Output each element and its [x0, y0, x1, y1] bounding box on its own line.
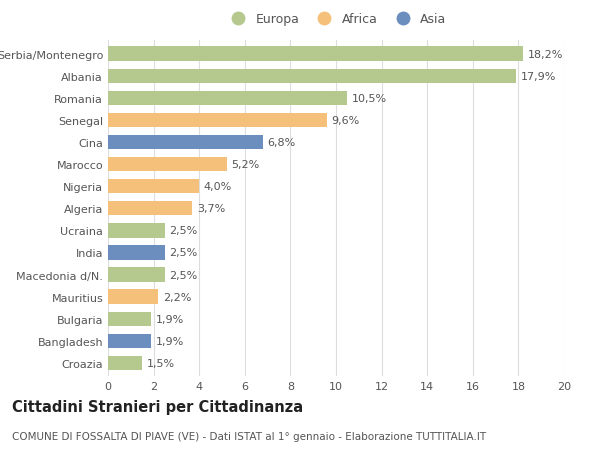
Bar	[108, 246, 165, 260]
Text: 6,8%: 6,8%	[268, 138, 296, 148]
Bar	[108, 113, 327, 128]
Bar	[108, 268, 165, 282]
Bar	[108, 135, 263, 150]
Text: 1,9%: 1,9%	[156, 336, 184, 346]
Text: 4,0%: 4,0%	[204, 182, 232, 192]
Text: 17,9%: 17,9%	[521, 72, 556, 82]
Bar	[108, 224, 165, 238]
Text: 2,5%: 2,5%	[170, 226, 198, 236]
Text: 10,5%: 10,5%	[352, 94, 387, 104]
Bar	[108, 312, 151, 326]
Text: 9,6%: 9,6%	[331, 116, 359, 126]
Bar	[108, 202, 193, 216]
Text: 5,2%: 5,2%	[231, 160, 259, 170]
Bar	[108, 47, 523, 62]
Bar	[108, 91, 347, 106]
Text: 2,5%: 2,5%	[170, 248, 198, 258]
Text: COMUNE DI FOSSALTA DI PIAVE (VE) - Dati ISTAT al 1° gennaio - Elaborazione TUTTI: COMUNE DI FOSSALTA DI PIAVE (VE) - Dati …	[12, 431, 486, 442]
Text: 2,2%: 2,2%	[163, 292, 191, 302]
Text: 18,2%: 18,2%	[527, 50, 563, 60]
Text: 1,9%: 1,9%	[156, 314, 184, 324]
Text: 1,5%: 1,5%	[147, 358, 175, 368]
Bar	[108, 356, 142, 370]
Bar	[108, 334, 151, 348]
Text: 3,7%: 3,7%	[197, 204, 225, 214]
Bar	[108, 179, 199, 194]
Text: 2,5%: 2,5%	[170, 270, 198, 280]
Bar	[108, 69, 516, 84]
Legend: Europa, Africa, Asia: Europa, Africa, Asia	[223, 11, 449, 28]
Bar	[108, 290, 158, 304]
Bar	[108, 157, 227, 172]
Text: Cittadini Stranieri per Cittadinanza: Cittadini Stranieri per Cittadinanza	[12, 399, 303, 414]
